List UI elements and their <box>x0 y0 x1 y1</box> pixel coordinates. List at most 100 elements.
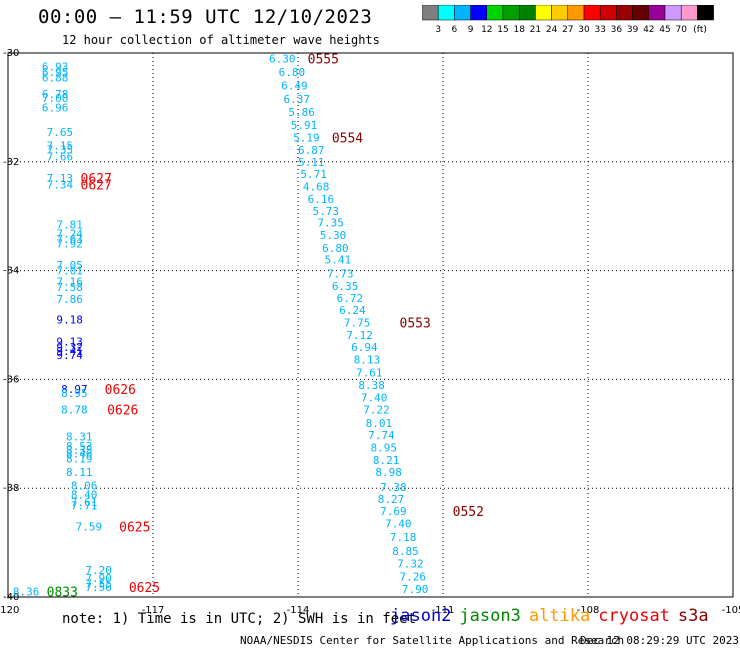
y-tick-label: -38 <box>3 483 19 494</box>
wave-height-label: 6.87 <box>298 144 325 157</box>
pass-time-label: 0555 <box>308 52 339 67</box>
x-tick-label: -114 <box>287 605 310 616</box>
pass-time-label: 0626 <box>105 383 136 398</box>
wave-height-label: 7.58 <box>56 281 82 294</box>
wave-height-label: 6.16 <box>308 193 335 206</box>
colorbar-tick-label: 21 <box>530 25 541 35</box>
wave-height-label: 6.30 <box>269 52 296 65</box>
wave-height-label: 6.24 <box>339 304 366 317</box>
color-scale-bar: 3 6 9 12 15 18 21 24 27 30 33 36 39 42 45 70 (ft) <box>422 5 714 35</box>
wave-height-label: 7.16 <box>56 275 82 288</box>
wave-height-label: 6.72 <box>337 292 364 305</box>
wave-height-label: 7.75 <box>344 316 371 329</box>
wave-height-label: 8.78 <box>61 403 88 416</box>
wave-height-label: 7.56 <box>85 581 112 594</box>
wave-height-label: 7.26 <box>400 570 427 583</box>
colorbar-tick-label: 39 <box>627 25 639 35</box>
wave-height-label: 8.85 <box>392 545 419 558</box>
wave-height-label: 8.11 <box>66 466 93 479</box>
wave-height-label: 8.95 <box>61 387 88 400</box>
x-tick-label: -120 <box>0 605 19 616</box>
wave-height-label: 7.90 <box>402 583 429 596</box>
wave-height-label: 6.78 <box>42 88 68 101</box>
wave-height-label: 5.19 <box>293 131 320 144</box>
x-tick-label: -105 <box>722 605 740 616</box>
wave-height-label: 7.05 <box>56 259 82 272</box>
colorbar-tick-label: 45 <box>659 25 670 35</box>
wave-height-label: 8.31 <box>66 431 93 444</box>
wave-height-label: 8.40 <box>71 489 98 502</box>
colorbar-tick-label: 70 <box>675 25 687 35</box>
note-text: note: 1) Time is in UTC; 2) SWH is in fe… <box>62 611 417 627</box>
wave-height-label: 7.13 <box>47 172 74 185</box>
colorbar-tick-label: 3 <box>435 25 441 35</box>
wave-height-label: 7.81 <box>56 218 82 231</box>
colorbar-tick-label: 12 <box>481 25 492 35</box>
pass-time-label: 0625 <box>119 520 150 535</box>
pass-time-label: 0552 <box>453 505 484 520</box>
wave-height-label: 7.69 <box>380 505 407 518</box>
wave-height-label: 7.38 <box>380 481 407 494</box>
wave-height-label: 7.92 <box>56 237 82 250</box>
colorbar-tick-label: 30 <box>578 25 590 35</box>
wave-height-label: 8.38 <box>358 379 385 392</box>
wave-height-label: 8.36 <box>13 586 40 599</box>
wave-height-label: 5.41 <box>325 254 352 267</box>
y-tick-label: -40 <box>3 592 19 603</box>
wave-height-label: 7.24 <box>56 228 83 241</box>
wave-height-label: 6.80 <box>279 66 306 79</box>
pass-time-label: 0627 <box>81 179 112 194</box>
wave-height-label: 5.71 <box>300 168 327 181</box>
wave-height-label: 7.35 <box>317 217 344 230</box>
wave-height-label: 8.01 <box>366 417 393 430</box>
wave-height-label: 9.18 <box>56 314 82 327</box>
y-tick-label: -36 <box>3 374 19 385</box>
legend-entry-s3a: s3a <box>677 606 709 626</box>
wave-height-label: 5.11 <box>298 156 325 169</box>
chart-subtitle: 12 hour collection of altimeter wave hei… <box>62 33 380 47</box>
wave-height-label: 6.37 <box>284 93 311 106</box>
colorbar-tick-label: 36 <box>611 25 623 35</box>
wave-height-label: 5.30 <box>320 229 347 242</box>
wave-height-label: 8.95 <box>371 441 398 454</box>
y-tick-label: -30 <box>3 48 19 59</box>
colorbar-tick-label: 6 <box>452 25 458 35</box>
colorbar-tick-label: 18 <box>513 25 525 35</box>
wave-height-label: 7.55 <box>85 577 112 590</box>
wave-height-label: 6.49 <box>281 80 308 93</box>
colorbar-tick-label: 27 <box>562 25 573 35</box>
credit-text: NOAA/NESDIS Center for Satellite Applica… <box>240 634 625 647</box>
wave-height-label: 6.88 <box>42 71 68 84</box>
pass-time-label: 0553 <box>400 316 431 331</box>
wave-height-label: 7.65 <box>47 126 74 139</box>
chart-title: 00:00 – 11:59 UTC 12/10/2023 <box>38 6 373 28</box>
x-tick-label: -108 <box>577 605 600 616</box>
wave-height-label: 8.27 <box>378 493 405 506</box>
wave-height-label: 7.40 <box>385 518 412 531</box>
wave-height-label: 4.68 <box>303 180 330 193</box>
wave-height-label: 7.34 <box>47 179 74 192</box>
y-tick-label: -34 <box>3 266 19 277</box>
wave-height-label: 7.01 <box>56 265 82 278</box>
wave-height-label: 6.96 <box>42 101 68 114</box>
colorbar-tick-label: 33 <box>594 25 605 35</box>
wave-height-label: 7.90 <box>85 572 112 585</box>
colorbar-tick-label: 15 <box>497 25 508 35</box>
wave-height-label: 8.97 <box>61 383 88 396</box>
wave-height-label: 5.91 <box>291 119 318 132</box>
wave-height-label: 7.73 <box>327 267 354 280</box>
wave-height-label: 7.59 <box>76 520 103 533</box>
colorbar-tick-label: 42 <box>643 25 654 35</box>
wave-height-label: 9.41 <box>56 345 82 358</box>
wave-height-label: 7.40 <box>361 391 388 404</box>
wave-height-label: 8.98 <box>375 466 402 479</box>
wave-height-label: 7.35 <box>47 143 74 156</box>
wave-height-label: 6.94 <box>351 341 378 354</box>
wave-height-label: 6.80 <box>322 242 349 255</box>
wave-height-label: 7.61 <box>356 366 383 379</box>
x-tick-label: -117 <box>142 605 165 616</box>
wave-height-label: 7.22 <box>363 403 390 416</box>
wave-height-label: 7.86 <box>56 293 82 306</box>
plot-frame <box>7 52 734 598</box>
